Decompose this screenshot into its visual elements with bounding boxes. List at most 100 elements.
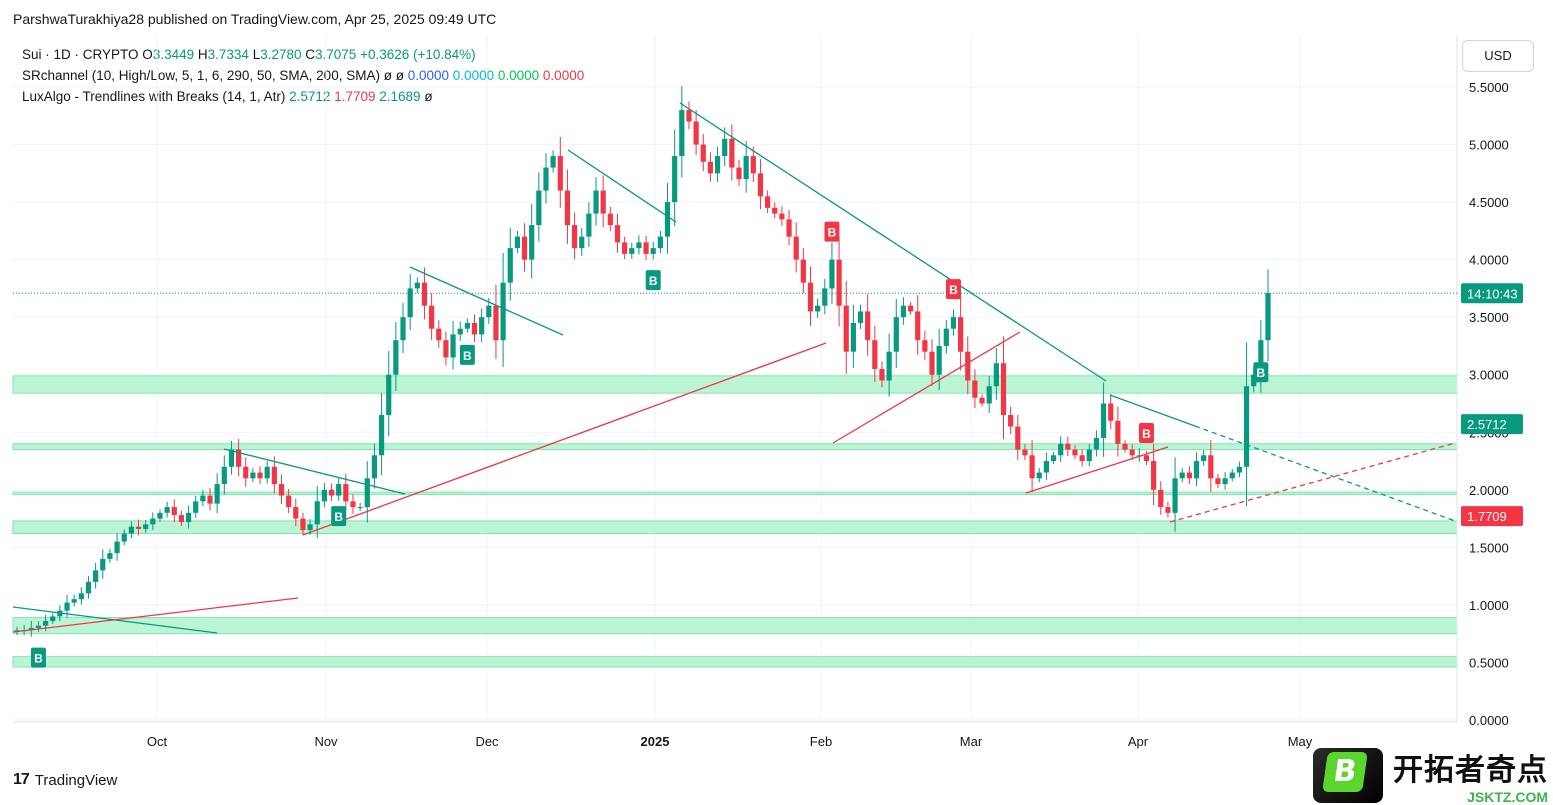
- trendline: [1194, 425, 1456, 522]
- price-tick-label: 4.0000: [1469, 253, 1509, 268]
- candle-body: [1093, 438, 1100, 450]
- time-tick-label: May: [1288, 734, 1313, 749]
- candle-body: [286, 495, 292, 508]
- candle-body: [421, 282, 428, 306]
- candle-body: [779, 213, 785, 220]
- candle-body: [1058, 443, 1064, 456]
- price-axis-tag: 14:10:43: [1461, 283, 1523, 304]
- candle-body: [650, 248, 656, 254]
- sr-zone: [12, 491, 1458, 495]
- trendline: [1169, 442, 1456, 523]
- candle-body: [672, 156, 678, 203]
- indicator-2-name[interactable]: LuxAlgo - Trendlines with Breaks (14, 1,…: [22, 89, 286, 104]
- candle-body: [85, 581, 92, 594]
- break-marker: B: [1138, 423, 1154, 444]
- candle-body: [600, 190, 606, 214]
- price-tick-label: 4.5000: [1469, 195, 1509, 210]
- legend-indicator-1[interactable]: SRchannel (10, High/Low, 5, 1, 6, 290, 5…: [22, 65, 584, 86]
- svg-text:B: B: [463, 349, 472, 363]
- candle-body: [221, 466, 227, 485]
- break-marker: B: [30, 647, 46, 668]
- candle-body: [71, 599, 77, 603]
- candle-body: [486, 305, 492, 318]
- candle-body: [357, 507, 363, 509]
- candle-body: [750, 156, 756, 174]
- indicator-1-value-4: 0.0000: [542, 68, 585, 83]
- candle-body: [93, 570, 99, 582]
- candle-body: [321, 489, 327, 502]
- candle-body: [550, 156, 556, 168]
- candle-body: [557, 156, 563, 191]
- candle-body: [436, 328, 442, 341]
- eye-icon: ø ø: [383, 68, 404, 83]
- candle-body: [1008, 415, 1014, 427]
- candle-body: [364, 478, 370, 508]
- indicator-1-value-2: 0.0000: [452, 68, 495, 83]
- price-tick-label: 0.0000: [1469, 713, 1509, 728]
- break-marker: B: [1253, 362, 1269, 383]
- svg-text:B: B: [334, 510, 343, 524]
- open-label: O: [142, 47, 153, 62]
- candle-body: [171, 507, 177, 516]
- candle-body: [178, 515, 185, 523]
- candle-body: [28, 627, 34, 631]
- time-tick-label: Feb: [810, 734, 832, 749]
- trendline: [409, 266, 564, 336]
- candle-body: [243, 466, 249, 479]
- sr-zone: [12, 656, 1458, 668]
- candle-body: [493, 305, 499, 341]
- trendline: [832, 331, 1021, 444]
- trendline: [567, 149, 677, 223]
- candle-body: [250, 472, 256, 479]
- candle-body: [78, 593, 84, 600]
- candle-body: [579, 236, 585, 249]
- candle-body: [729, 138, 735, 168]
- candle-body: [664, 202, 671, 237]
- candle-body: [722, 138, 728, 157]
- candle-body: [1165, 507, 1171, 513]
- candle-body: [543, 167, 549, 191]
- candle-body: [393, 340, 399, 375]
- candle-body: [264, 466, 270, 479]
- candle-body: [42, 621, 49, 626]
- candle-body: [1108, 403, 1114, 421]
- candle-body: [757, 173, 764, 197]
- candle-body: [693, 121, 699, 145]
- candle-body: [765, 196, 771, 208]
- svg-text:B: B: [1142, 427, 1151, 441]
- price-tick-label: 2.0000: [1469, 483, 1509, 498]
- candle-body: [193, 501, 199, 513]
- trendline: [1025, 446, 1169, 494]
- high-label: H: [197, 47, 208, 62]
- break-marker: B: [945, 279, 961, 300]
- candle-body: [815, 305, 821, 312]
- candle-body: [714, 156, 721, 174]
- candle-body: [636, 242, 642, 249]
- candle-body: [514, 236, 520, 249]
- candle-body: [400, 317, 406, 341]
- price-axis-tag: 2.5712: [1461, 414, 1523, 435]
- currency-button[interactable]: USD: [1462, 40, 1534, 72]
- tradingview-brand: TradingView: [34, 771, 118, 789]
- candle-body: [328, 489, 335, 496]
- candle-body: [929, 351, 935, 375]
- candle-body: [1043, 461, 1049, 473]
- legend-indicator-2[interactable]: LuxAlgo - Trendlines with Breaks (14, 1,…: [22, 86, 584, 107]
- candle-body: [1193, 461, 1200, 479]
- candle-body: [529, 225, 535, 260]
- candle-body: [958, 317, 964, 352]
- candle-body: [1100, 403, 1107, 439]
- candle-body: [1265, 293, 1271, 341]
- tradingview-logo[interactable]: 17 TradingView: [13, 771, 117, 789]
- svg-text:B: B: [949, 283, 958, 297]
- candle-body: [464, 322, 470, 329]
- candle-body: [679, 110, 685, 157]
- candle-body: [314, 501, 320, 525]
- chart-legend: Sui · 1D · CRYPTO O3.3449 H3.7334 L3.278…: [22, 44, 584, 107]
- break-marker: B: [331, 506, 347, 527]
- symbol-name[interactable]: Sui · 1D · CRYPTO: [22, 47, 139, 62]
- candle-body: [443, 340, 449, 358]
- indicator-1-name[interactable]: SRchannel (10, High/Low, 5, 1, 6, 290, 5…: [22, 68, 380, 83]
- watermark: B 开拓者奇点 JSKTZ.COM: [1313, 745, 1548, 805]
